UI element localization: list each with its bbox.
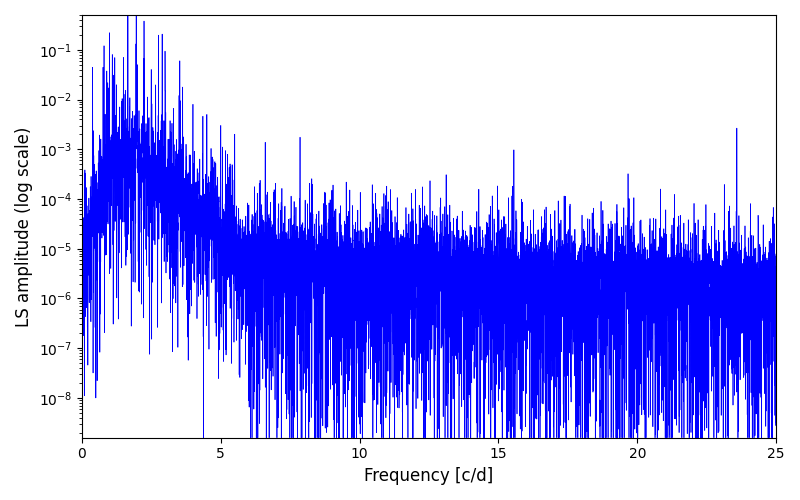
X-axis label: Frequency [c/d]: Frequency [c/d] — [364, 467, 494, 485]
Y-axis label: LS amplitude (log scale): LS amplitude (log scale) — [15, 126, 33, 326]
